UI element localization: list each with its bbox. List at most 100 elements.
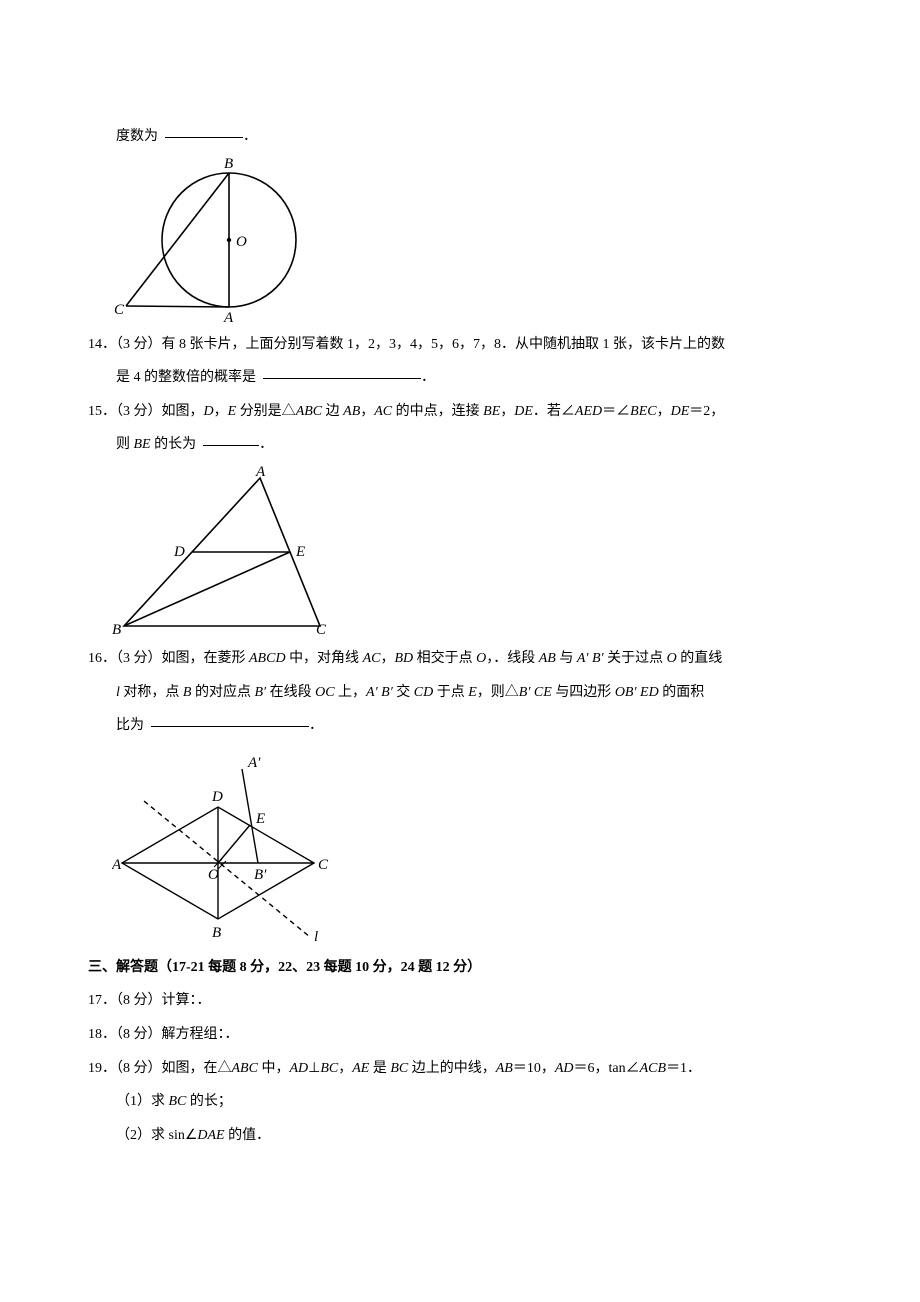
- q14-blank: [263, 364, 421, 379]
- label-Bp: B′: [254, 867, 267, 883]
- q15-t6: 的中点，连接: [392, 404, 483, 419]
- q19-DAE: DAE: [197, 1128, 224, 1143]
- q19-ACB: ACB: [640, 1061, 666, 1076]
- q15-figure: A B C D E: [112, 466, 832, 638]
- q16-Bp3: B′: [381, 685, 393, 700]
- q16-CE: CE: [534, 685, 552, 700]
- label-D: D: [211, 789, 223, 805]
- q16-t7: 关于过点: [604, 651, 667, 666]
- q15-t7: ，: [500, 404, 514, 419]
- q19-sub1: （1）求 BC 的长；: [88, 1085, 832, 1119]
- q16-t17: 的面积: [659, 685, 705, 700]
- section3-title: 三、解答题（17-21 每题 8 分，22、23 每题 10 分，24 题 12…: [88, 951, 832, 985]
- q16-ED: ED: [640, 685, 659, 700]
- q13-blank: [165, 123, 243, 138]
- q19-s2a: （2）求 sin∠: [116, 1128, 197, 1143]
- label-C: C: [316, 622, 327, 638]
- q16-period: ．: [309, 718, 323, 733]
- q15-t4: 边: [322, 404, 343, 419]
- q19-perp: ⊥: [308, 1061, 320, 1076]
- q15-DE: DE: [514, 404, 533, 419]
- q16-Bp2: B′: [254, 685, 266, 700]
- q15-t11: ＝2，: [689, 404, 724, 419]
- q15-DE2: DE: [671, 404, 690, 419]
- q19-t1: 19．（8 分）如图，在△: [88, 1061, 232, 1076]
- q16-t12: 上，: [335, 685, 367, 700]
- q14-line1-text: 14．（3 分）有 8 张卡片，上面分别写着数 1，2，3，4，5，6，7，8．…: [88, 337, 725, 352]
- q19-s1a: （1）求: [116, 1094, 169, 1109]
- q16-blank: [151, 712, 309, 727]
- q16-BpCE: B′: [519, 685, 531, 700]
- label-O: O: [236, 234, 247, 250]
- q16-line2: l 对称，点 B 的对应点 B′ 在线段 OC 上，A′ B′ 交 CD 于点 …: [88, 676, 832, 710]
- q16-CD: CD: [414, 685, 433, 700]
- q15-t10: ，: [657, 404, 671, 419]
- q15-t9: ＝∠: [602, 404, 630, 419]
- label-E: E: [295, 544, 305, 560]
- q17: 17．（8 分）计算：．: [88, 984, 832, 1018]
- q19-line1: 19．（8 分）如图，在△ABC 中，AD⊥BC，AE 是 BC 边上的中线，A…: [88, 1052, 832, 1086]
- q15-line1: 15．（3 分）如图，D，E 分别是△ABC 边 AB，AC 的中点，连接 BE…: [88, 395, 832, 429]
- q16-BD: BD: [394, 651, 413, 666]
- q16-t10: 的对应点: [191, 685, 254, 700]
- q15-t8: ．若∠: [533, 404, 575, 419]
- q16-ABCD: ABCD: [249, 651, 286, 666]
- q15-AC: AC: [374, 404, 392, 419]
- label-B: B: [224, 158, 233, 172]
- q19-BC2: BC: [390, 1061, 408, 1076]
- q15-t3: 分别是△: [236, 404, 296, 419]
- q15-t1: 15．（3 分）如图，: [88, 404, 204, 419]
- q19-t6: ＝10，: [513, 1061, 555, 1076]
- q19-BC3: BC: [169, 1094, 187, 1109]
- q15-l2b: 的长为: [151, 437, 197, 452]
- page-content: 度数为 ． B O C A 14．（3 分）有 8 张卡片，上面分别写着数 1，…: [0, 0, 920, 1212]
- q16-t11: 在线段: [266, 685, 315, 700]
- q16-E: E: [468, 685, 477, 700]
- q19-AE: AE: [352, 1061, 369, 1076]
- q15-AED: AED: [575, 404, 602, 419]
- q16-Ap: A′: [577, 651, 589, 666]
- q14-period: ．: [421, 370, 435, 385]
- q13-tail-text: 度数为: [116, 129, 158, 144]
- q13-figure: B O C A: [112, 158, 832, 324]
- q16-t8: 的直线: [677, 651, 723, 666]
- q15-BE: BE: [483, 404, 500, 419]
- label-E: E: [255, 811, 265, 827]
- q16-t15: ，则△: [477, 685, 519, 700]
- label-C: C: [318, 857, 329, 873]
- q19-sub2: （2）求 sin∠DAE 的值．: [88, 1119, 832, 1153]
- q16-t3: ，: [380, 651, 394, 666]
- q19-BC: BC: [320, 1061, 338, 1076]
- q16-Ap2: A′: [366, 685, 378, 700]
- label-Ap: A′: [247, 755, 261, 771]
- q19-t5: 边上的中线，: [408, 1061, 496, 1076]
- q16-O2: O: [667, 651, 677, 666]
- q15-line2: 则 BE 的长为 ．: [88, 428, 832, 462]
- q19-t7: ＝6，tan∠: [574, 1061, 640, 1076]
- q15-BEC: BEC: [630, 404, 656, 419]
- q15-t5: ，: [360, 404, 374, 419]
- q19-s1b: 的长；: [186, 1094, 232, 1109]
- q14-line1: 14．（3 分）有 8 张卡片，上面分别写着数 1，2，3，4，5，6，7，8．…: [88, 328, 832, 362]
- q15-E: E: [228, 404, 237, 419]
- q16-t6: 与: [556, 651, 577, 666]
- q15-BE2: BE: [134, 437, 151, 452]
- q14-line2-text: 是 4 的整数倍的概率是: [116, 370, 256, 385]
- q16-Bp: B′: [592, 651, 604, 666]
- label-A: A: [255, 466, 266, 480]
- label-B: B: [112, 622, 121, 638]
- q16-line1: 16．（3 分）如图，在菱形 ABCD 中，对角线 AC，BD 相交于点 O，．…: [88, 642, 832, 676]
- q15-l2a: 则: [116, 437, 134, 452]
- q16-t4: 相交于点: [413, 651, 476, 666]
- q16-line3: 比为 ．: [88, 709, 832, 743]
- q16-AB: AB: [539, 651, 556, 666]
- q16-OC: OC: [315, 685, 334, 700]
- q15-ABC: ABC: [296, 404, 322, 419]
- q16-t16: 与四边形: [552, 685, 615, 700]
- label-A: A: [112, 857, 122, 873]
- q19-AD2: AD: [555, 1061, 574, 1076]
- q15-t2: ，: [214, 404, 228, 419]
- label-C: C: [114, 302, 125, 318]
- q16-O: O: [476, 651, 486, 666]
- q19-ABC: ABC: [232, 1061, 258, 1076]
